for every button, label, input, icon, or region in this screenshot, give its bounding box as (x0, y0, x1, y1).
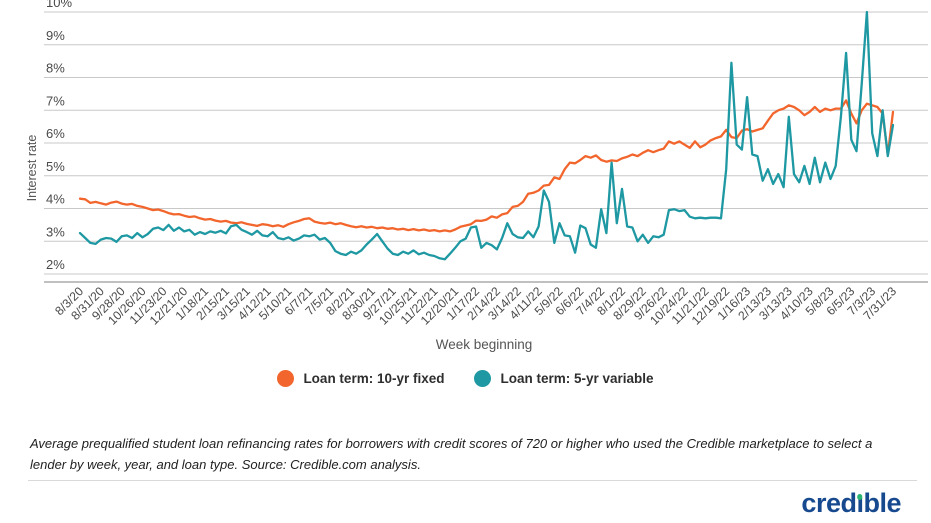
y-tick-label: 6% (46, 126, 65, 141)
y-tick-label: 9% (46, 28, 65, 43)
footer-divider (28, 480, 917, 481)
line-10yr-fixed (78, 99, 895, 233)
y-tick-label: 4% (46, 192, 65, 207)
rate-line-chart: 2% 3% 4% 5% 6% 7% 8% 9% 10% 8/3/208/31/209/28/201… (25, 0, 928, 352)
legend-item-5yr-variable: Loan term: 5-yr variable (474, 370, 654, 387)
legend-label-10yr-fixed: Loan term: 10-yr fixed (303, 371, 445, 386)
y-tick-labels: 2% 3% 4% 5% 6% 7% 8% 9% 10% (46, 0, 72, 272)
logo-text-ble: ble (863, 488, 901, 518)
y-tick-label: 5% (46, 159, 65, 174)
legend-dot-orange (277, 370, 295, 387)
chart-legend: Loan term: 10-yr fixed Loan term: 5-yr v… (0, 370, 931, 387)
y-tick-label: 8% (46, 61, 65, 76)
y-tick-label: 3% (46, 224, 65, 239)
y-tick-label: 10% (46, 0, 72, 10)
source-caption: Average prequalified student loan refina… (30, 436, 873, 473)
x-tick-labels: 8/3/208/31/209/28/2010/26/2011/23/2012/2… (52, 284, 899, 328)
credible-logo: credıble (801, 490, 901, 517)
y-tick-label: 7% (46, 93, 65, 108)
legend-dot-teal (474, 370, 492, 387)
x-axis-title: Week beginning (436, 337, 533, 352)
logo-text-cred: cred (801, 488, 857, 518)
logo-i-green-dot: ı (856, 488, 864, 518)
legend-item-10yr-fixed: Loan term: 10-yr fixed (277, 370, 444, 387)
legend-label-5yr-variable: Loan term: 5-yr variable (500, 371, 654, 386)
line-5yr-variable (78, 10, 895, 261)
y-axis-title: Interest rate (25, 135, 39, 202)
y-gridlines (44, 11, 928, 275)
y-tick-label: 2% (46, 257, 65, 272)
